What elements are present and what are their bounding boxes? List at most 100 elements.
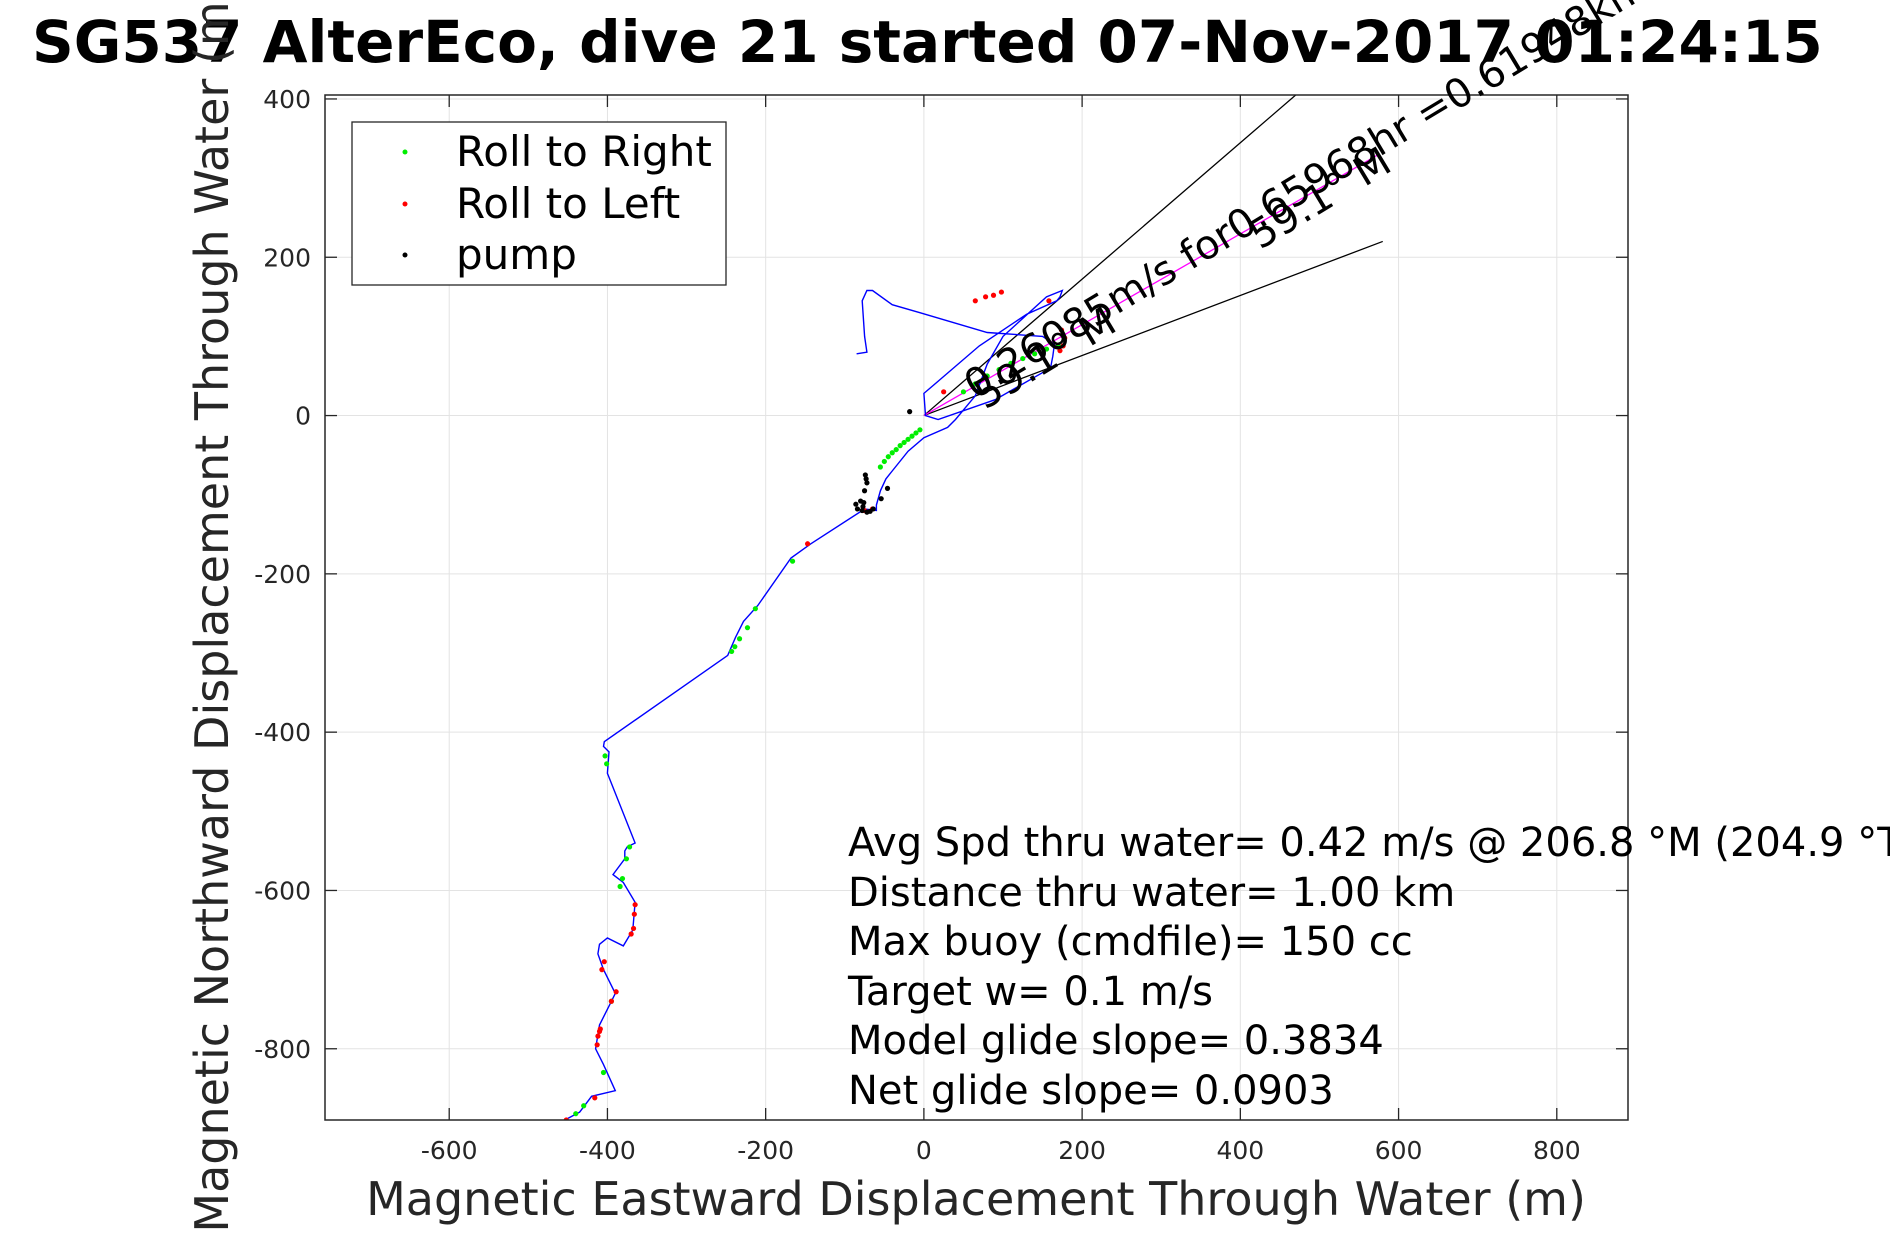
roll-left-point bbox=[990, 292, 997, 298]
roll-right-point bbox=[729, 648, 735, 655]
roll-right-point bbox=[893, 446, 899, 453]
legend-box bbox=[351, 121, 727, 286]
pump-point bbox=[884, 485, 891, 491]
roll-left-point bbox=[982, 294, 989, 300]
roll-right-point bbox=[1043, 346, 1050, 352]
roll-right-point bbox=[789, 558, 796, 564]
roll-left-point bbox=[596, 1028, 603, 1034]
pump-point bbox=[878, 496, 884, 502]
roll-left-point bbox=[631, 911, 637, 917]
pump-point bbox=[864, 480, 870, 486]
y-tick-label: 0 bbox=[295, 402, 311, 431]
legend-marker-pump bbox=[402, 252, 408, 258]
roll-left-point bbox=[972, 298, 978, 304]
roll-right-point bbox=[602, 753, 608, 759]
info-line-net-glide: Net glide slope= 0.0903 bbox=[848, 1068, 1334, 1114]
x-tick-label: 400 bbox=[1216, 1136, 1264, 1165]
legend-label-pump: pump bbox=[456, 230, 577, 279]
x-tick-label: 0 bbox=[916, 1136, 932, 1165]
roll-left-point bbox=[628, 931, 634, 937]
legend-marker-roll-right bbox=[402, 149, 408, 155]
dive-track-line bbox=[567, 289, 1064, 1120]
roll-right-point bbox=[1032, 351, 1038, 357]
roll-right-point bbox=[581, 1103, 587, 1109]
roll-right-point bbox=[623, 856, 630, 862]
info-line-avg-speed: Avg Spd thru water= 0.42 m/s @ 206.8 °M … bbox=[848, 820, 1890, 866]
roll-right-point bbox=[881, 458, 887, 465]
roll-left-point bbox=[630, 925, 637, 932]
roll-right-point bbox=[984, 373, 990, 379]
roll-right-point bbox=[885, 454, 891, 460]
roll-right-point bbox=[604, 761, 610, 767]
roll-right-point bbox=[960, 389, 967, 395]
roll-left-point bbox=[1046, 298, 1052, 304]
roll-right-point bbox=[1055, 343, 1061, 349]
info-line-target-w: Target w= 0.1 m/s bbox=[847, 969, 1213, 1015]
x-tick-label: -400 bbox=[579, 1136, 636, 1165]
roll-left-point bbox=[599, 967, 605, 973]
roll-right-point bbox=[877, 464, 883, 470]
roll-right-point bbox=[1020, 355, 1026, 362]
roll-left-point bbox=[608, 998, 614, 1004]
x-tick-label: -200 bbox=[737, 1136, 794, 1165]
y-tick-label: -600 bbox=[254, 876, 311, 905]
roll-right-point bbox=[913, 430, 919, 436]
pump-point bbox=[859, 507, 865, 514]
y-axis-label: Magnetic Northward Displacement Through … bbox=[185, 0, 239, 1233]
roll-right-point bbox=[917, 427, 923, 433]
heading-ray bbox=[923, 240, 1383, 417]
roll-right-point bbox=[901, 439, 907, 446]
roll-right-point bbox=[752, 606, 758, 612]
grid bbox=[325, 95, 1628, 1120]
pump-point bbox=[861, 488, 868, 494]
roll-right-point bbox=[972, 381, 978, 387]
legend-marker-roll-left bbox=[402, 201, 408, 207]
chart-title: SG537 AlterEco, dive 21 started 07-Nov-2… bbox=[32, 8, 1823, 76]
legend: Roll to Right Roll to Left pump bbox=[351, 121, 727, 286]
roll-left-point bbox=[594, 1042, 600, 1048]
roll-left-point bbox=[595, 1033, 601, 1039]
roll-left-point bbox=[1057, 348, 1063, 354]
roll-left-point bbox=[1060, 343, 1066, 349]
pump-point bbox=[854, 506, 861, 512]
roll-right-point bbox=[626, 844, 633, 850]
pump-point bbox=[853, 501, 859, 507]
x-tick-label: 600 bbox=[1375, 1136, 1423, 1165]
roll-left-point bbox=[613, 989, 619, 995]
legend-label-roll-right: Roll to Right bbox=[456, 127, 712, 176]
heading-ray bbox=[923, 95, 1297, 417]
roll-left-point bbox=[632, 902, 638, 908]
plot-content bbox=[563, 95, 1383, 1120]
info-line-model-glide: Model glide slope= 0.3834 bbox=[848, 1018, 1384, 1064]
roll-right-point bbox=[905, 436, 911, 442]
pump-point bbox=[863, 476, 869, 482]
roll-right-point bbox=[573, 1111, 579, 1117]
roll-right-point bbox=[744, 625, 751, 631]
legend-label-roll-left: Roll to Left bbox=[456, 179, 680, 228]
roll-right-point bbox=[889, 450, 895, 456]
y-tick-label: -800 bbox=[254, 1035, 311, 1064]
axis-ticks: -600 -400 -200 0 200 400 600 800 -800 -600 -400 -20… bbox=[254, 85, 1628, 1165]
roll-right-point bbox=[909, 433, 915, 439]
info-text-block: Avg Spd thru water= 0.42 m/s @ 206.8 °M … bbox=[847, 820, 1890, 1114]
roll-right-point bbox=[619, 875, 626, 882]
x-axis-label: Magnetic Eastward Displacement Through W… bbox=[366, 1172, 1586, 1226]
roll-right-point bbox=[600, 1069, 607, 1076]
pump-point bbox=[907, 409, 913, 415]
roll-left-point bbox=[1062, 335, 1068, 341]
info-line-max-buoy: Max buoy (cmdfile)= 150 cc bbox=[848, 919, 1413, 965]
roll-left-point bbox=[601, 959, 607, 965]
x-tick-label: 200 bbox=[1058, 1136, 1106, 1165]
pump-point bbox=[857, 498, 864, 504]
y-tick-label: 200 bbox=[263, 243, 311, 272]
roll-right-point bbox=[996, 367, 1002, 373]
pump-point bbox=[860, 503, 866, 510]
y-tick-label: 400 bbox=[263, 85, 311, 114]
roll-left-point bbox=[941, 389, 947, 395]
roll-left-point bbox=[998, 289, 1005, 295]
roll-right-point bbox=[1008, 360, 1014, 366]
pump-point bbox=[862, 472, 868, 478]
pump-point bbox=[870, 506, 876, 512]
roll-right-point bbox=[732, 644, 738, 650]
